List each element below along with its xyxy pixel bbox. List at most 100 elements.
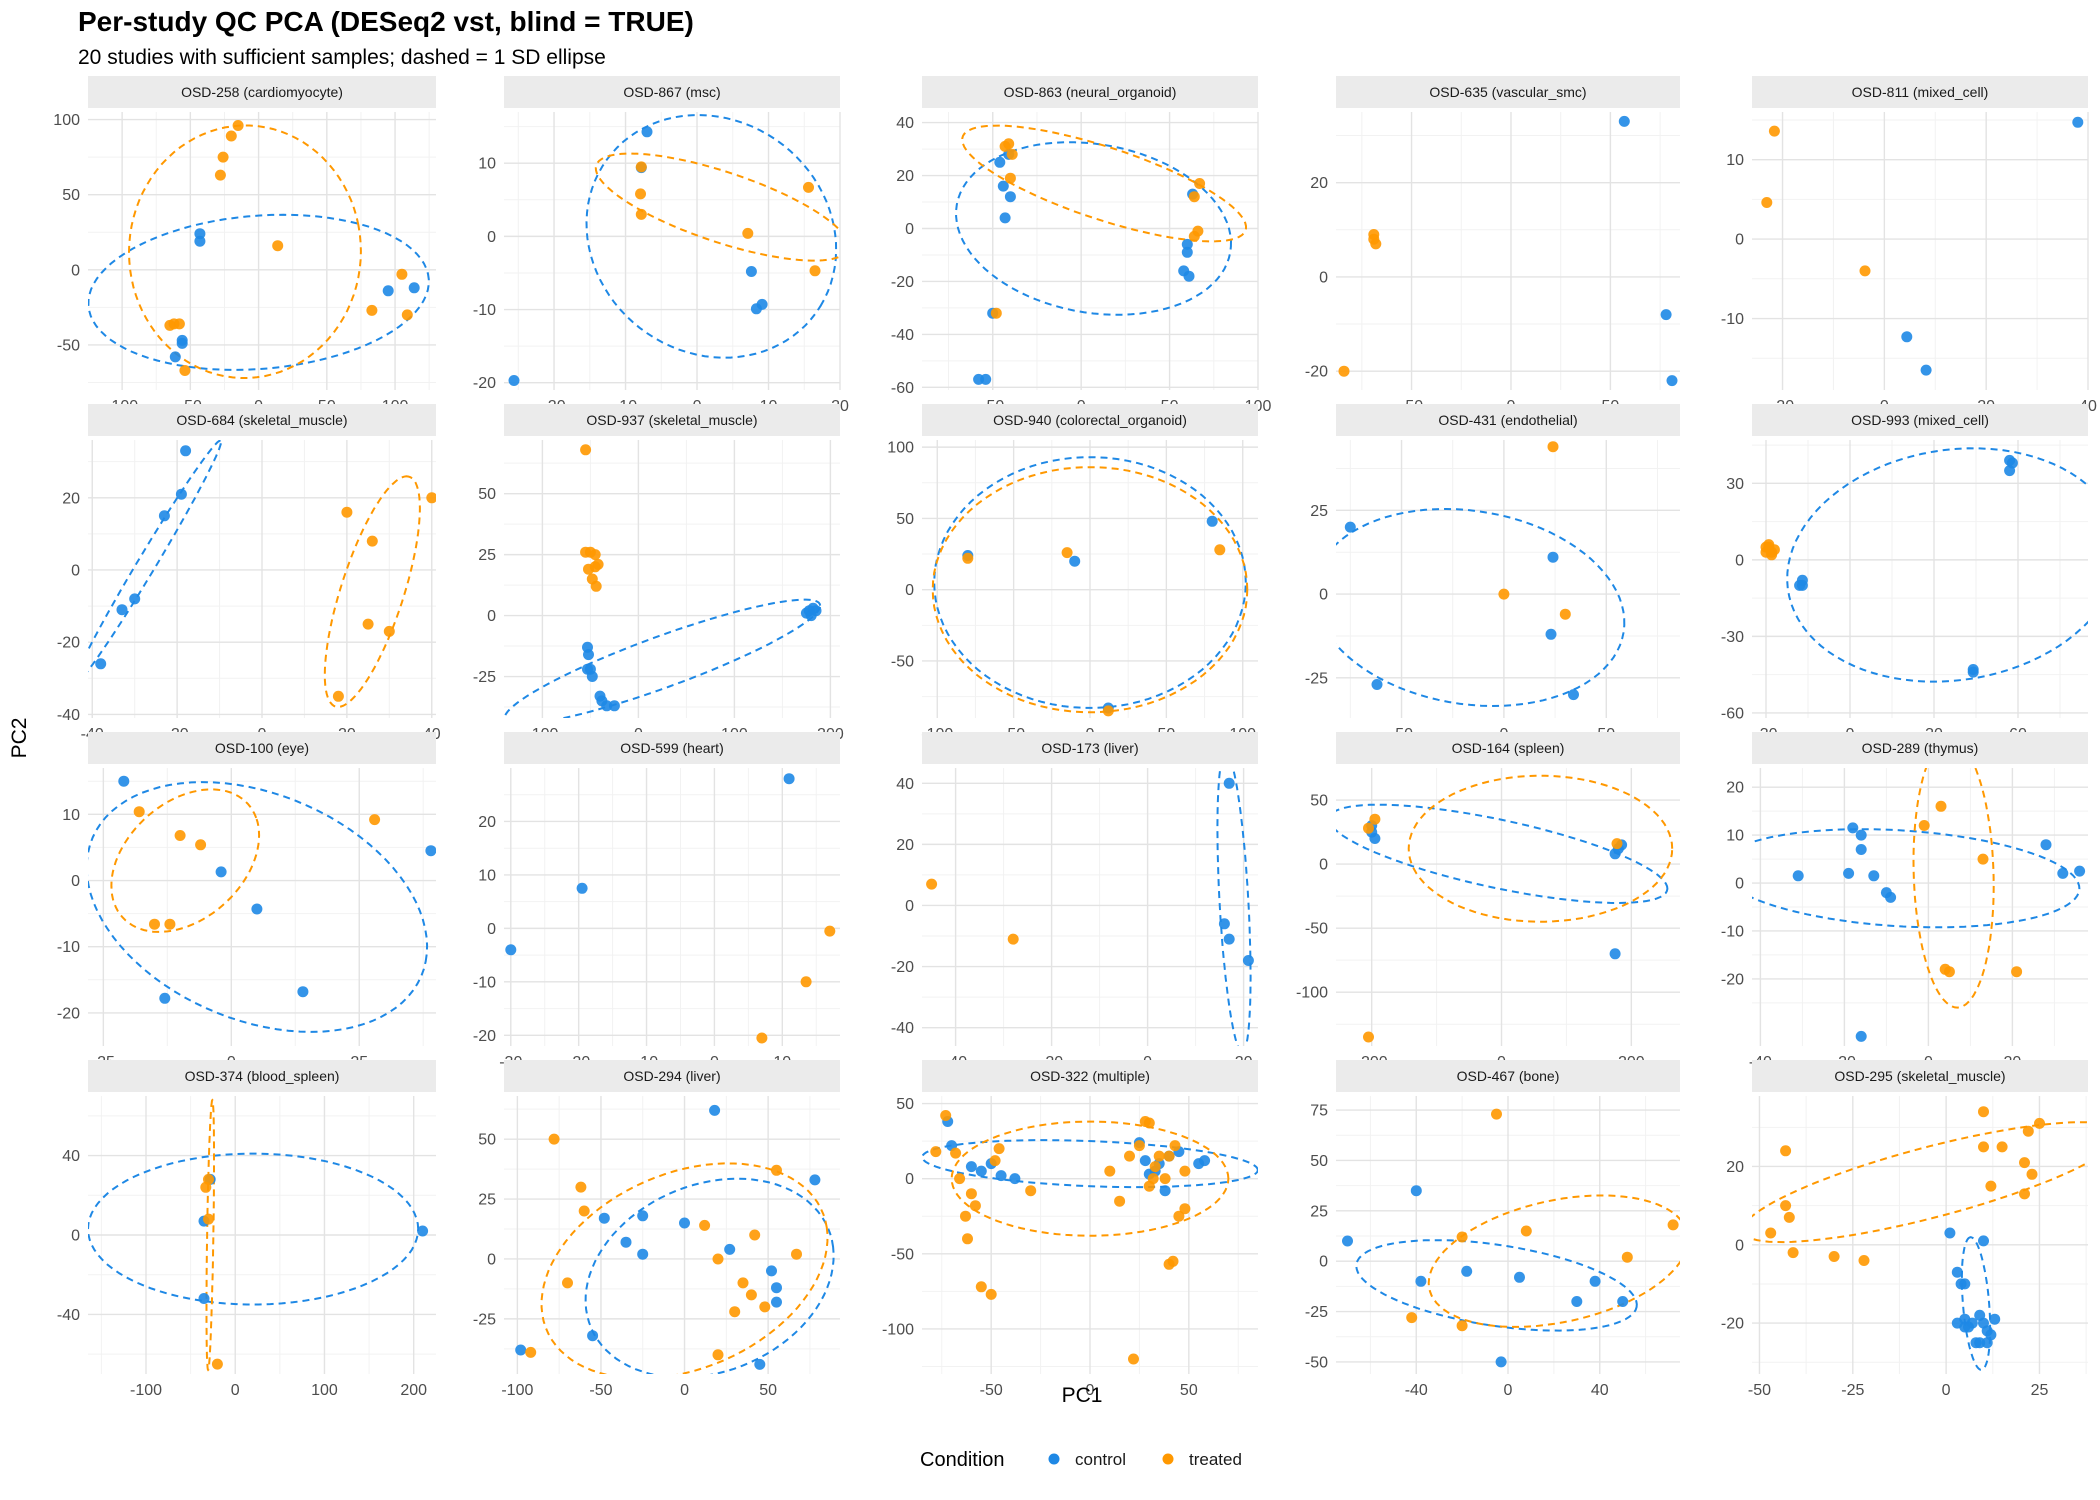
treated-sd-ellipse — [205, 1098, 215, 1372]
treated-point — [1783, 1211, 1795, 1223]
treated-point — [809, 265, 821, 277]
treated-point — [590, 580, 602, 592]
y-tick-label: 20 — [62, 490, 80, 507]
treated-point — [1124, 1150, 1135, 1162]
control-point — [158, 510, 170, 522]
control-point — [771, 1282, 782, 1294]
x-tick-label: -50 — [1748, 1382, 1771, 1399]
treated-point — [1765, 1227, 1777, 1239]
facet-strip — [504, 732, 840, 764]
control-sd-ellipse — [1752, 828, 2081, 929]
facet-strip — [1752, 76, 2088, 108]
panel-plot-area — [931, 456, 1249, 717]
treated-point — [1143, 1180, 1155, 1192]
facet-panel: OSD-322 (multiple) -50 0 50 -100 -50 0 50 — [882, 1060, 1258, 1399]
treated-point — [1498, 588, 1510, 600]
y-tick-label: 50 — [478, 486, 496, 503]
facet-title: OSD-867 (msc) — [623, 84, 720, 100]
treated-point — [1188, 191, 1200, 203]
treated-point — [1761, 197, 1773, 208]
treated-point — [1760, 541, 1772, 553]
control-point — [169, 351, 181, 363]
treated-point — [2022, 1125, 2034, 1137]
panel-plot-area — [88, 120, 430, 379]
control-point — [1963, 1321, 1974, 1333]
panel-plot-area — [1752, 768, 2086, 1042]
control-point — [1989, 1313, 2001, 1325]
facet-panel: OSD-937 (skeletal_muscle)-1000100200-250… — [473, 404, 844, 743]
panel-plot-area — [505, 773, 836, 1044]
facet-panel: OSD-294 (liver) -100 -50 0 50 -25 0 25 50 — [473, 1060, 840, 1399]
control-point — [1242, 955, 1254, 966]
control-point — [417, 1225, 429, 1237]
control-point — [576, 882, 588, 894]
control-point — [587, 1330, 599, 1342]
control-point — [408, 282, 420, 294]
control-point — [1344, 521, 1356, 533]
control-point — [1571, 1296, 1583, 1307]
y-tick-label: 50 — [1310, 1153, 1328, 1170]
treated-point — [962, 552, 974, 564]
control-point — [1159, 1185, 1171, 1197]
control-point — [1609, 948, 1621, 960]
y-tick-label: -20 — [1721, 1316, 1744, 1333]
facet-panel: OSD-295 (skeletal_muscle) -50 -25 0 25 -20 0 20 — [1721, 1060, 2088, 1399]
control-point — [709, 1104, 721, 1116]
treated-point — [575, 1181, 587, 1193]
control-point — [1461, 1265, 1473, 1277]
y-tick-label: -20 — [57, 635, 80, 652]
y-tick-label: -25 — [1305, 670, 1328, 687]
control-point — [1547, 551, 1559, 563]
y-tick-label: -60 — [891, 380, 914, 397]
treated-point — [225, 130, 237, 142]
treated-point — [759, 1301, 771, 1313]
control-point — [756, 298, 768, 310]
legend: Condition control treated — [920, 1449, 1242, 1471]
control-sd-ellipse — [1336, 507, 1626, 708]
facet-title: OSD-431 (endothelial) — [1438, 412, 1577, 428]
treated-point — [232, 120, 244, 131]
facet-title: OSD-467 (bone) — [1457, 1068, 1560, 1084]
treated-sd-ellipse — [594, 152, 840, 262]
control-point — [1981, 1337, 1993, 1349]
treated-point — [164, 918, 176, 930]
control-point — [641, 126, 653, 138]
y-tick-label: 0 — [71, 1228, 80, 1245]
legend-key-treated — [1162, 1453, 1174, 1465]
y-tick-label: -50 — [891, 1246, 914, 1263]
treated-point — [1491, 1108, 1502, 1120]
facet-title: OSD-937 (skeletal_muscle) — [586, 412, 757, 428]
control-point — [1885, 891, 1897, 903]
y-axis-label: PC2 — [8, 718, 31, 759]
treated-point — [1143, 1117, 1155, 1129]
control-point — [745, 266, 757, 277]
x-tick-label: 0 — [1942, 1382, 1951, 1399]
chart-subtitle: 20 studies with sufficient samples; dash… — [78, 46, 606, 69]
treated-point — [1370, 238, 1382, 250]
y-tick-label: 0 — [905, 221, 914, 238]
y-tick-label: -40 — [57, 707, 80, 724]
treated-point — [200, 1181, 212, 1193]
treated-point — [1456, 1320, 1468, 1332]
treated-point — [272, 240, 284, 252]
treated-point — [1025, 1185, 1037, 1197]
y-tick-label: 10 — [478, 867, 496, 884]
x-tick-label: -50 — [589, 1382, 612, 1399]
treated-point — [383, 625, 395, 637]
facet-title: OSD-940 (colorectal_organoid) — [993, 412, 1187, 428]
treated-point — [366, 535, 378, 547]
treated-point — [1943, 966, 1955, 978]
treated-point — [990, 307, 1002, 319]
control-point — [1920, 364, 1932, 376]
control-point — [425, 845, 436, 857]
facet-strip — [1336, 404, 1680, 436]
control-point — [180, 445, 192, 457]
panel-plot-area — [922, 1110, 1258, 1365]
x-tick-label: -100 — [501, 1382, 533, 1399]
y-tick-label: 0 — [1319, 1254, 1328, 1271]
control-sd-ellipse — [933, 456, 1247, 709]
y-tick-label: 50 — [1310, 793, 1328, 810]
